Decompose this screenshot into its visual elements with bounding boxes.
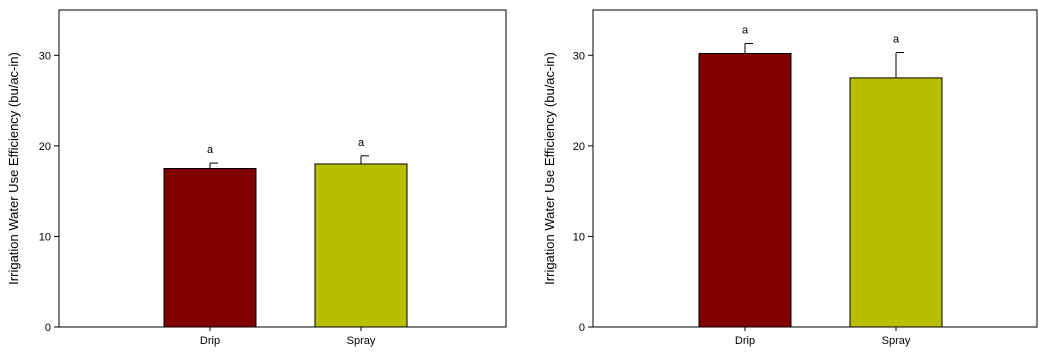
x-category-label: Drip — [735, 335, 755, 347]
plot-frame — [592, 9, 1038, 328]
significance-letter: a — [207, 144, 214, 156]
y-tick-label: 10 — [573, 231, 585, 243]
bar-drip — [163, 168, 257, 328]
bar-drip — [698, 52, 792, 328]
y-axis-label: Irrigation Water Use Efficiency (bu/ac-i… — [542, 52, 557, 285]
chart-panel-1: 0 10 20 30 Irrigation Water Use Efficiency (… — [6, 9, 507, 347]
plot-frame — [58, 9, 507, 328]
x-category-label: Spray — [347, 335, 376, 347]
y-tick-label: 0 — [45, 322, 51, 334]
significance-letter: a — [742, 25, 749, 37]
y-tick-label: 30 — [573, 50, 585, 62]
y-tick-label: 10 — [39, 231, 51, 243]
y-axis-label: Irrigation Water Use Efficiency (bu/ac-i… — [6, 52, 21, 285]
x-category-label: Drip — [200, 335, 220, 347]
y-tick-label: 0 — [579, 322, 585, 334]
y-tick-label: 20 — [573, 141, 585, 153]
y-tick-label: 30 — [39, 50, 51, 62]
significance-letter: a — [893, 34, 900, 46]
chart-panel-2: 0 10 20 30 Irrigation Water Use Efficiency (… — [542, 9, 1038, 347]
bar-spray — [849, 77, 943, 328]
y-tick-label: 20 — [39, 141, 51, 153]
bar-spray — [314, 163, 408, 328]
significance-letter: a — [358, 137, 365, 149]
x-category-label: Spray — [882, 335, 911, 347]
